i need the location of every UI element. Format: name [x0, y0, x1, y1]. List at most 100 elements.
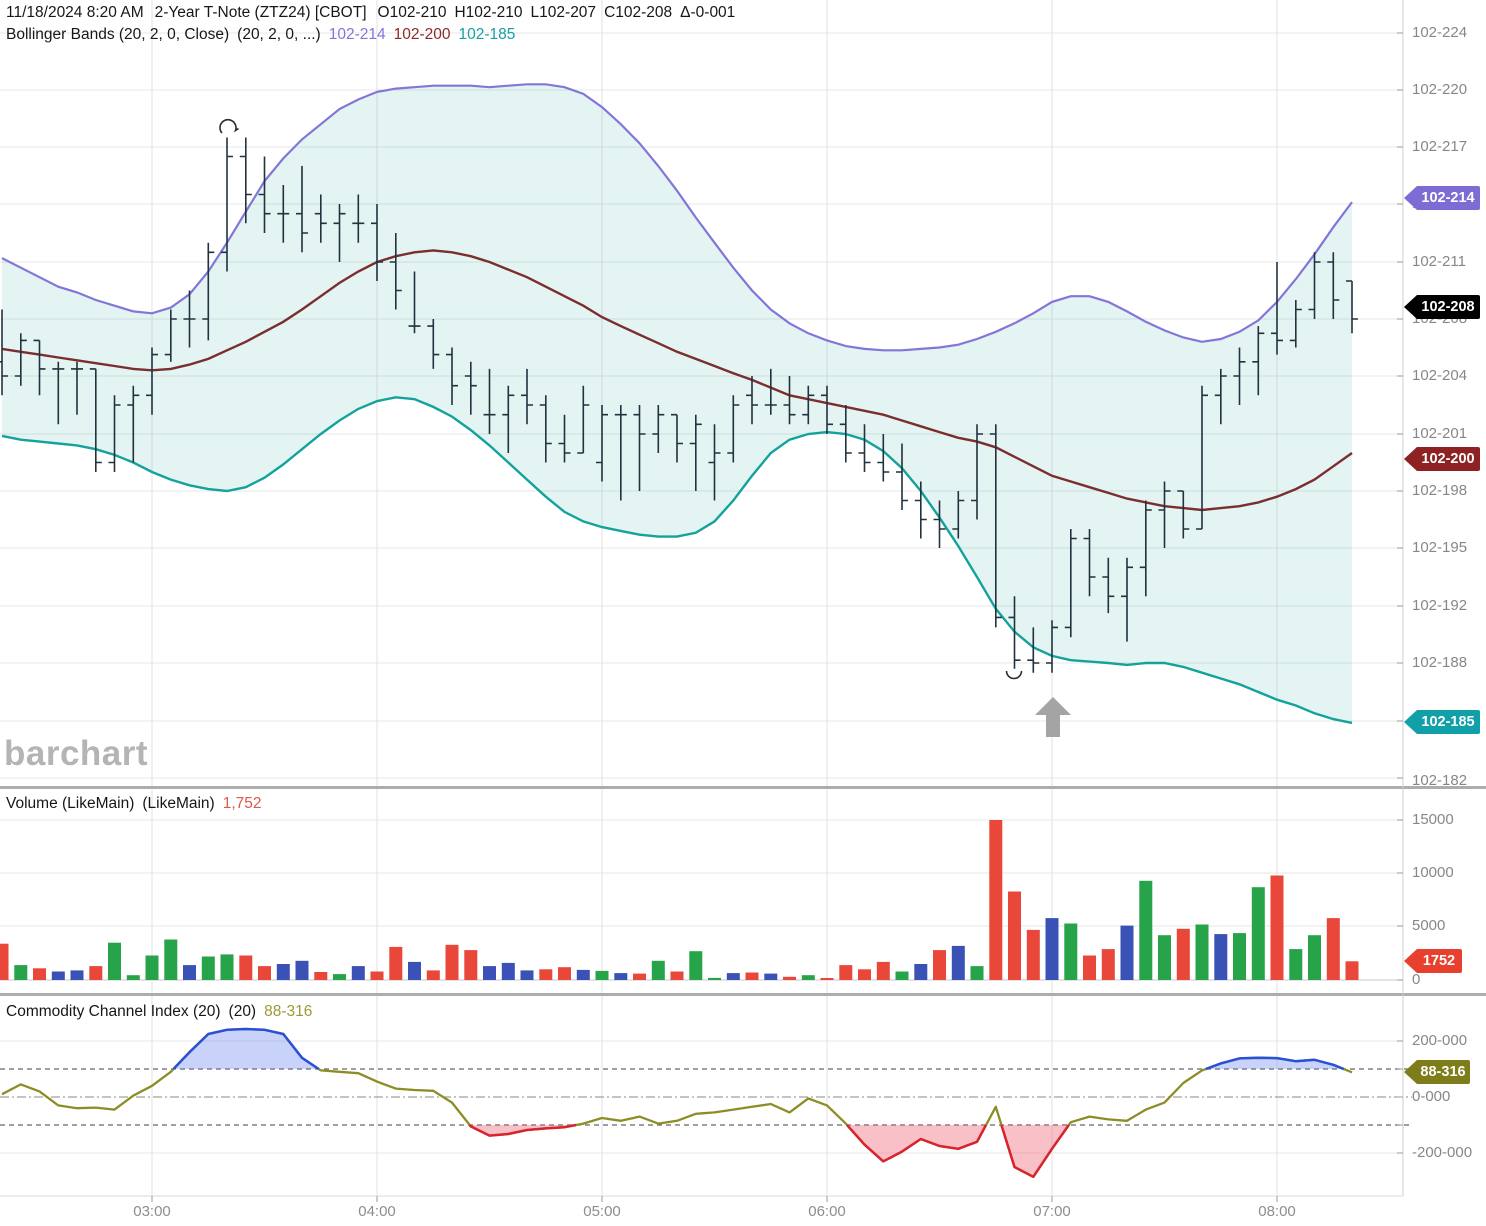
cci-title: Commodity Channel Index (20): [6, 1003, 221, 1020]
quote-symbol: 2-Year T-Note (ZTZ24) [CBOT]: [154, 4, 367, 21]
quote-high: H102-210: [454, 4, 523, 21]
price-badge: 88-316: [1404, 1060, 1470, 1084]
cci-overbought-line: [172, 1027, 320, 1071]
price-axis-label: 102-201: [1412, 425, 1468, 442]
pane-separator[interactable]: [0, 786, 1486, 789]
volume-bar: [314, 972, 328, 980]
volume-bar: [1345, 961, 1359, 980]
volume-bar: [276, 964, 290, 980]
price-badge: 102-200: [1404, 447, 1480, 471]
price-badge: 102-214: [1404, 186, 1480, 210]
cci-oversold-fill: [1001, 1125, 1069, 1177]
indicator-params: (20, 2, 0, ...): [237, 26, 321, 43]
time-axis-label: 04:00: [358, 1203, 396, 1220]
volume-bar: [295, 960, 309, 980]
volume-axis-label: 10000: [1412, 864, 1454, 881]
volume-bar: [1233, 933, 1246, 980]
volume-bar: [858, 969, 871, 980]
volume-bar: [726, 973, 740, 980]
price-axis-label: 102-220: [1412, 81, 1468, 98]
volume-bar: [351, 966, 365, 980]
price-axis-label: 102-224: [1412, 24, 1468, 41]
volume-bar: [1008, 891, 1021, 980]
bb-middle-value: 102-200: [393, 26, 451, 43]
volume-bar: [501, 962, 515, 980]
volume-bar: [839, 965, 853, 980]
quote-header: 11/18/2024 8:20 AM 2-Year T-Note (ZTZ24)…: [6, 4, 735, 22]
volume-bar: [14, 965, 28, 980]
volume-bar: [670, 971, 684, 980]
volume-bar: [1158, 935, 1171, 980]
cci-params: (20): [228, 1003, 257, 1020]
volume-bar: [145, 955, 159, 980]
price-axis-label: 102-217: [1412, 138, 1468, 155]
volume-bar: [1139, 880, 1153, 980]
volume-axis-label: 5000: [1412, 917, 1446, 934]
volume-bar: [51, 971, 65, 980]
cci-overbought-fill: [173, 1029, 319, 1069]
volume-bar: [764, 973, 778, 980]
volume-bar: [1214, 934, 1228, 980]
volume-bar: [801, 975, 815, 980]
volume-bar: [689, 951, 703, 980]
volume-bar: [1195, 924, 1209, 980]
bollinger-fill: [2, 84, 1352, 723]
volume-bar: [745, 972, 759, 980]
volume-axis-label: 0: [1412, 971, 1421, 988]
volume-bar: [426, 970, 440, 980]
volume-bar: [951, 945, 965, 980]
cci-oversold-line: [846, 1124, 988, 1163]
bb-upper-value: 102-214: [328, 26, 386, 43]
volume-bar: [408, 961, 421, 980]
volume-bar: [1064, 923, 1078, 980]
volume-bar: [183, 965, 196, 980]
bollinger-lower-line: [1, 396, 1353, 725]
bollinger-middle-line: [1, 249, 1353, 512]
pane-separator[interactable]: [0, 993, 1486, 996]
volume-bar: [333, 974, 346, 980]
price-axis-label: 102-198: [1412, 482, 1468, 499]
hook-pattern-marker: [219, 118, 239, 134]
quote-datetime: 11/18/2024 8:20 AM: [6, 4, 144, 21]
volume-bar: [933, 950, 946, 980]
volume-bar: [539, 969, 553, 980]
volume-header: Volume (LikeMain) (LikeMain) 1,752: [6, 795, 262, 813]
volume-bar: [1045, 918, 1059, 980]
cci-axis-label: 0-000: [1412, 1088, 1451, 1105]
cci-overbought-fill: [1205, 1057, 1344, 1069]
cci-overbought-line: [1205, 1056, 1345, 1071]
volume-bar: [464, 950, 478, 980]
cci-oversold-line: [1000, 1124, 1070, 1179]
volume-bar: [970, 966, 984, 980]
volume-title: Volume (LikeMain): [6, 795, 135, 812]
volume-bar: [989, 820, 1003, 980]
quote-close: C102-208: [604, 4, 673, 21]
up-arrow-annotation: [1035, 697, 1071, 737]
volume-bar: [164, 939, 178, 980]
price-axis-label: 102-211: [1412, 253, 1466, 270]
volume-bar: [220, 954, 234, 980]
time-axis-label: 03:00: [133, 1203, 171, 1220]
volume-bar: [614, 973, 628, 980]
price-axis-label: 102-192: [1412, 597, 1468, 614]
volume-bar: [389, 946, 403, 980]
quote-low: L102-207: [530, 4, 597, 21]
cci-axis-label: -200-000: [1412, 1144, 1473, 1161]
bb-lower-value: 102-185: [458, 26, 516, 43]
quote-change: Δ-0-001: [680, 4, 736, 21]
quote-open: O102-210: [377, 4, 447, 21]
volume-bar: [895, 971, 909, 980]
cci-header: Commodity Channel Index (20) (20) 88-316: [6, 1003, 312, 1021]
time-axis-label: 07:00: [1033, 1203, 1071, 1220]
volume-bar: [558, 967, 571, 980]
cci-value: 88-316: [264, 1003, 313, 1020]
price-badge: 102-208: [1404, 295, 1480, 319]
volume-bar: [1176, 928, 1190, 980]
price-axis-label: 102-182: [1412, 772, 1468, 789]
cci-axis-label: 200-000: [1412, 1032, 1468, 1049]
volume-bar: [70, 970, 84, 980]
volume-bar: [239, 955, 253, 980]
volume-bar: [595, 970, 609, 980]
